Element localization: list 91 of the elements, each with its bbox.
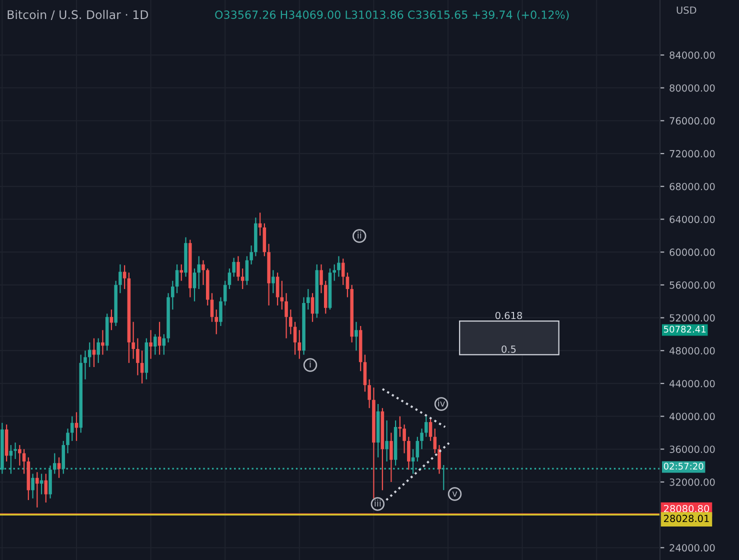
candlestick xyxy=(197,256,201,290)
candlestick xyxy=(341,258,345,286)
candlestick xyxy=(332,264,336,282)
candlestick xyxy=(310,292,314,322)
candlestick xyxy=(363,354,367,392)
candlestick xyxy=(154,334,157,356)
candlestick xyxy=(149,330,152,360)
candlestick xyxy=(36,472,39,508)
candlestick xyxy=(74,412,78,442)
candlestick xyxy=(293,321,297,356)
y-axis-title: USD xyxy=(676,6,696,14)
y-tick-label: 80000.00 xyxy=(670,84,715,92)
candlestick xyxy=(180,264,184,282)
candlestick xyxy=(420,428,424,450)
candlestick xyxy=(118,264,122,294)
y-tick-label: 44000.00 xyxy=(670,380,715,388)
candlestick xyxy=(14,442,17,460)
candlestick xyxy=(171,280,174,310)
candlestick xyxy=(346,272,350,298)
candlestick xyxy=(232,257,236,278)
text: Bitcoin / U.S. Dollar · 1D xyxy=(8,10,148,20)
candlestick xyxy=(320,264,323,294)
candlestick xyxy=(175,264,179,294)
candlestick xyxy=(368,378,371,409)
candlestick xyxy=(192,268,196,302)
y-tick-label: 32000.00 xyxy=(670,478,715,486)
candlestick xyxy=(236,256,240,282)
annotation: i xyxy=(310,360,311,368)
y-tick-label: 36000.00 xyxy=(670,446,715,453)
candlestick xyxy=(289,309,292,335)
candlestick xyxy=(276,272,280,306)
candlestick xyxy=(158,321,162,356)
candlestick xyxy=(96,338,100,364)
candlestick xyxy=(390,432,393,483)
y-tick-label: 68000.00 xyxy=(670,182,715,190)
candlestick xyxy=(280,280,284,310)
annotation: v xyxy=(452,492,458,496)
candlestick xyxy=(214,309,218,335)
candlestick xyxy=(337,256,340,278)
y-tick-label: 84000.00 xyxy=(670,51,715,59)
y-tick-label: 56000.00 xyxy=(670,281,715,289)
candlestick xyxy=(228,268,232,290)
y-tick-label: 64000.00 xyxy=(670,216,715,224)
candlestick xyxy=(240,268,244,290)
candlestick xyxy=(407,436,410,470)
annotation: iii xyxy=(374,500,381,506)
candlestick xyxy=(402,424,406,454)
candlestick xyxy=(70,416,74,442)
candlestick xyxy=(438,444,441,474)
candlestick xyxy=(428,417,432,442)
text: O33567.26 H34069.00 L31013.86 C33615.65 +39.74 (+0.12%) xyxy=(215,10,569,20)
annotation: 0.5 xyxy=(502,345,516,353)
candlestick xyxy=(272,270,275,294)
candlestick xyxy=(140,350,144,384)
candlestick xyxy=(18,444,22,466)
y-tick-label: 52000.00 xyxy=(670,314,715,322)
candlestick xyxy=(306,288,310,310)
candlestick xyxy=(416,436,420,462)
candlestick xyxy=(385,420,388,462)
candlestick xyxy=(57,456,61,478)
candlestick xyxy=(284,292,288,339)
candlestick xyxy=(250,244,253,265)
candlestick xyxy=(210,292,214,322)
annotation: iv xyxy=(438,400,445,406)
ref-line-label: 28028.01 xyxy=(664,514,709,522)
y-tick-label: 60000.00 xyxy=(670,248,715,256)
ref-line-label: 28080.80 xyxy=(664,504,710,512)
candlestick xyxy=(223,280,227,306)
y-tick-label: 24000.00 xyxy=(670,544,715,552)
candlestick xyxy=(354,321,358,352)
y-tick-label: 72000.00 xyxy=(670,150,715,158)
candlestick xyxy=(122,264,126,290)
candlestick xyxy=(136,338,140,376)
text: 02:57:20 xyxy=(664,462,704,470)
candlestick xyxy=(44,473,48,504)
text: 50782.41 xyxy=(664,326,706,333)
candlestick xyxy=(66,428,70,454)
candlestick xyxy=(245,256,249,286)
candlestick xyxy=(219,296,222,327)
annotation: ii xyxy=(358,232,362,238)
candlestick xyxy=(424,416,428,438)
candlestick xyxy=(324,280,328,314)
candlestick xyxy=(132,321,135,360)
y-tick-label: 76000.00 xyxy=(670,117,715,125)
candlestick xyxy=(84,350,87,380)
candlestick xyxy=(202,260,205,286)
candlestick xyxy=(101,330,104,356)
annotation: 0.618 xyxy=(495,312,522,320)
candlestick xyxy=(31,473,34,499)
y-tick-label: 40000.00 xyxy=(670,412,715,420)
y-tick-label: 48000.00 xyxy=(670,347,715,354)
